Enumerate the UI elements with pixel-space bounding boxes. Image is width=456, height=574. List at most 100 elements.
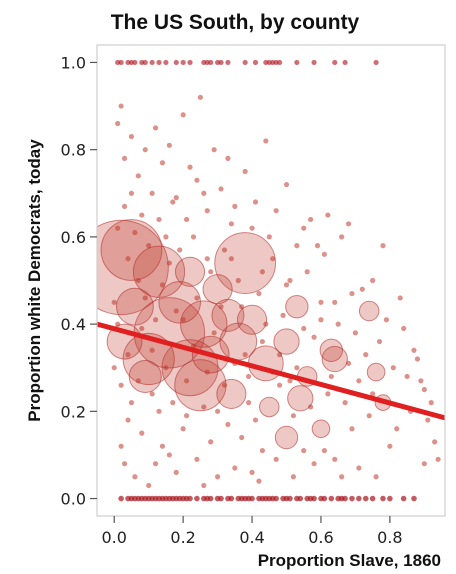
data-point [273, 456, 279, 462]
data-point [325, 212, 331, 218]
data-point [239, 434, 245, 441]
data-point [111, 299, 117, 305]
data-point [373, 59, 379, 66]
data-point [236, 304, 268, 335]
data-point [207, 495, 214, 502]
data-point [380, 495, 386, 502]
data-point [349, 426, 355, 432]
data-point [287, 385, 314, 412]
data-point [211, 147, 217, 153]
data-point [146, 482, 152, 489]
data-point [149, 190, 155, 196]
data-point [149, 391, 155, 397]
data-point [174, 359, 227, 412]
data-point [280, 312, 286, 318]
data-point [125, 352, 131, 358]
y-axis: 0.0 0.2 0.4 0.6 0.8 1.0 [61, 53, 97, 509]
data-point [339, 234, 345, 240]
data-point [266, 234, 272, 240]
data-point [177, 247, 183, 253]
data-point [418, 378, 424, 384]
data-point [152, 461, 159, 467]
data-point [421, 461, 427, 467]
data-point [173, 195, 179, 201]
data-point [287, 378, 293, 384]
data-point [142, 147, 148, 153]
data-point [225, 421, 231, 428]
data-point [228, 221, 234, 227]
data-point [173, 469, 179, 475]
data-point [390, 365, 396, 371]
data-point [380, 243, 386, 249]
data-point [318, 299, 324, 305]
data-point [139, 325, 145, 332]
data-point [301, 225, 307, 231]
data-point [342, 59, 348, 66]
data-point [170, 400, 176, 406]
x-axis: 0.0 0.2 0.4 0.6 0.8 [102, 516, 403, 547]
data-point [208, 439, 214, 445]
data-point [387, 495, 393, 502]
y-tick-label: 0.2 [61, 402, 86, 421]
data-point [228, 495, 235, 502]
data-point [218, 59, 224, 66]
data-point [263, 138, 269, 144]
data-point [308, 216, 314, 223]
data-point [180, 300, 228, 348]
data-point [159, 443, 166, 449]
data-point [259, 338, 265, 345]
plot-frame [96, 44, 446, 517]
data-point [339, 474, 345, 480]
data-point [156, 216, 162, 223]
data-point [249, 469, 255, 475]
data-point [159, 160, 166, 166]
data-point [349, 495, 355, 502]
data-point [411, 495, 417, 502]
data-point [311, 495, 317, 502]
data-point [373, 474, 379, 480]
data-point [318, 317, 324, 323]
data-point [183, 216, 190, 223]
data-point [428, 400, 434, 406]
data-point [246, 400, 252, 406]
data-point [156, 408, 162, 414]
points-layer [97, 59, 441, 502]
data-point [397, 295, 403, 301]
data-point [232, 465, 238, 471]
data-point [421, 386, 427, 393]
data-point [259, 447, 265, 454]
data-point [294, 243, 300, 249]
data-point [285, 294, 309, 319]
data-point [349, 290, 355, 297]
data-point [139, 430, 145, 436]
data-point [218, 186, 224, 192]
data-point [270, 256, 276, 262]
data-point [97, 219, 169, 316]
data-point [273, 208, 279, 214]
data-point [332, 59, 338, 66]
data-point [304, 269, 310, 275]
data-point [356, 495, 362, 502]
data-point [290, 474, 296, 480]
data-point [135, 173, 141, 179]
data-point [118, 443, 124, 449]
data-point [242, 352, 248, 358]
data-point [370, 391, 376, 397]
data-point [249, 495, 255, 502]
data-point [214, 474, 221, 480]
data-point [163, 59, 169, 66]
data-point [132, 474, 138, 480]
y-tick-label: 1.0 [61, 53, 86, 72]
data-point [277, 382, 283, 388]
data-point [383, 317, 390, 323]
data-point [173, 59, 179, 66]
data-point [194, 456, 200, 462]
data-point [252, 417, 259, 423]
data-point [132, 59, 138, 66]
data-point [359, 286, 365, 292]
data-point [256, 290, 262, 297]
data-point [132, 229, 138, 236]
data-point [363, 352, 369, 358]
data-point [294, 365, 300, 371]
